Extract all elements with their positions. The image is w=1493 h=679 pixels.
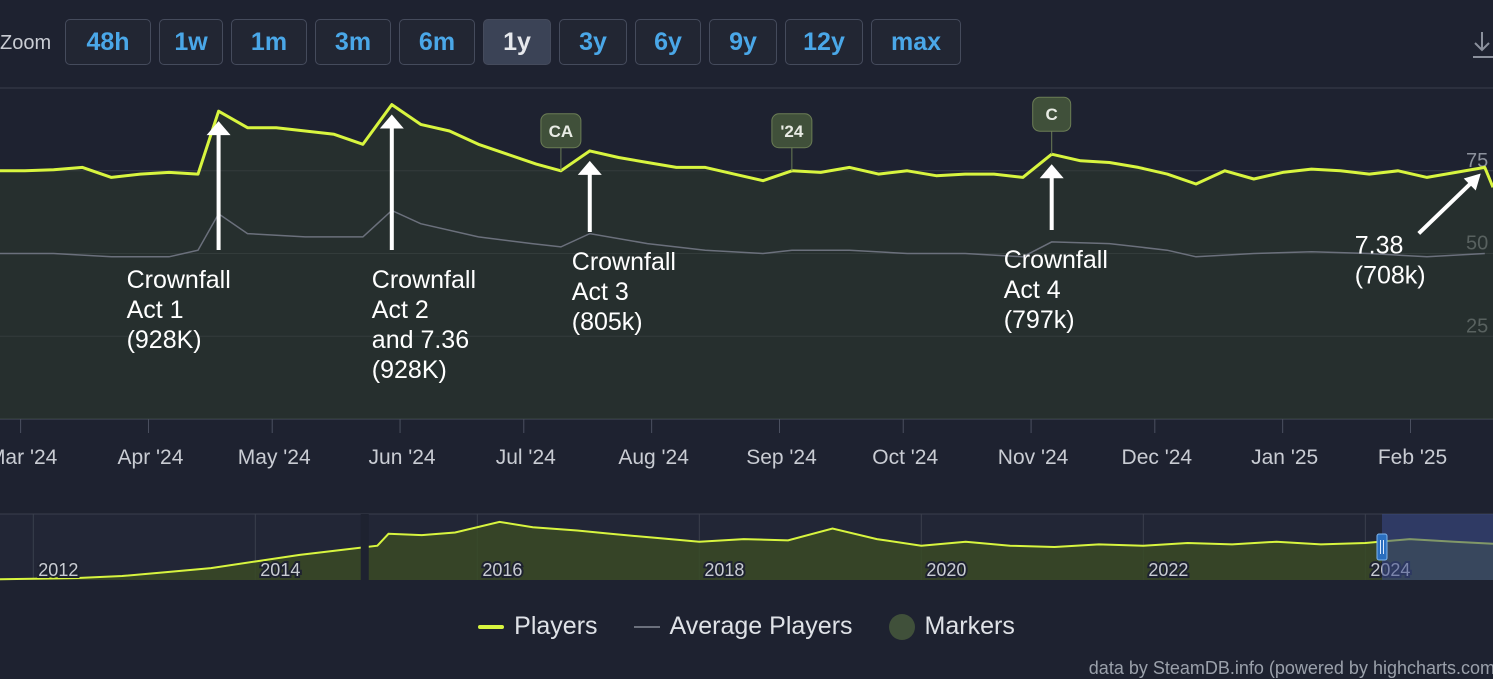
svg-text:2018: 2018 [704, 560, 744, 580]
annotation-text: Crownfall Act 1 (928K) [127, 266, 231, 354]
annotation-arrowhead [1039, 164, 1064, 179]
marker-flag [771, 113, 813, 149]
annotation-2: Crownfall Act 2 and 7.36 (928K) [372, 114, 476, 384]
navigator-year-label: 2018 [704, 560, 744, 580]
average-line-icon [633, 625, 660, 628]
x-tick-label: Jan '25 [1251, 446, 1318, 469]
legend-item-players[interactable]: Players [478, 612, 598, 641]
annotation-text: Crownfall Act 2 and 7.36 (928K) [372, 266, 476, 384]
annotation-arrowhead [1463, 173, 1481, 191]
annotation-line: and 7.36 [372, 326, 469, 354]
legend-label-players: Players [514, 612, 598, 640]
zoom-button-6y[interactable]: 6y [635, 19, 701, 65]
svg-text:2014: 2014 [260, 560, 300, 580]
annotation-line: Crownfall [572, 248, 676, 276]
x-tick-label: Nov '24 [998, 446, 1069, 469]
chart-legend: Players Average Players Markers [0, 612, 1493, 641]
x-tick-label: Sep '24 [746, 446, 817, 469]
annotation-3: Crownfall Act 3 (805k) [572, 160, 676, 336]
marker-label: '24 [780, 122, 803, 141]
x-tick-label: Feb '25 [1378, 446, 1447, 469]
x-tick-label: Oct '24 [872, 446, 938, 469]
legend-label-markers: Markers [924, 612, 1015, 640]
annotation-line: Crownfall [127, 266, 231, 294]
annotation-arrowhead [577, 160, 602, 175]
annotation-text: 7.38 (708k) [1355, 231, 1426, 289]
marker-flag [1032, 96, 1072, 132]
navigator-year-label: 2016 [482, 560, 522, 580]
zoom-label: Zoom [0, 32, 52, 54]
x-tick-label: Jul '24 [496, 446, 556, 469]
annotation-text: Crownfall Act 4 (797k) [1004, 246, 1108, 334]
annotation-arrow [1417, 179, 1475, 235]
zoom-button-1m[interactable]: 1m [231, 19, 307, 65]
annotation-line: Act 3 [572, 278, 629, 306]
svg-text:2020: 2020 [926, 560, 966, 580]
average-players-line [0, 209, 1485, 258]
navigator-line [0, 520, 1493, 581]
navigator-selection[interactable] [1381, 514, 1493, 580]
x-tick-label: Apr '24 [118, 446, 184, 469]
navigator-handle[interactable] [1376, 533, 1388, 561]
x-tick-label: Mar '24 [0, 446, 58, 469]
navigator-year-label: 2020 [926, 560, 966, 580]
svg-text:2016: 2016 [482, 560, 522, 580]
annotation-arrowhead [379, 114, 404, 129]
x-tick-label: Jun '24 [369, 446, 436, 469]
zoom-button-6m[interactable]: 6m [399, 19, 475, 65]
zoom-button-9y[interactable]: 9y [709, 19, 777, 65]
zoom-button-12y[interactable]: 12y [785, 19, 863, 65]
legend-label-average: Average Players [669, 612, 853, 640]
marker-flag [540, 113, 582, 149]
zoom-button-1w[interactable]: 1w [159, 19, 223, 65]
marker-dot-icon [888, 613, 915, 640]
svg-text:2022: 2022 [1148, 560, 1188, 580]
zoom-button-3m[interactable]: 3m [315, 19, 391, 65]
annotation-5: 7.38 (708k) [1355, 173, 1481, 289]
players-area [0, 104, 1493, 419]
annotation-line: 7.38 [1355, 231, 1404, 259]
navigator-data-gap [360, 514, 369, 580]
marker-label: C [1046, 105, 1058, 124]
annotation-line: (708k) [1355, 261, 1426, 289]
annotation-line: Crownfall [1004, 246, 1108, 274]
players-line-icon [478, 624, 505, 629]
x-tick-label: Dec '24 [1122, 446, 1193, 469]
x-tick-label: Aug '24 [618, 446, 689, 469]
zoom-button-3y[interactable]: 3y [559, 19, 627, 65]
annotation-line: (928K) [127, 326, 202, 354]
annotation-line: Act 1 [127, 296, 184, 324]
zoom-button-48h[interactable]: 48h [65, 19, 151, 65]
navigator-year-label: 2012 [38, 560, 78, 580]
annotation-line: (928K) [372, 356, 447, 384]
annotation-line: Crownfall [372, 266, 476, 294]
zoom-button-max[interactable]: max [871, 19, 961, 65]
zoom-button-1y[interactable]: 1y [483, 19, 551, 65]
annotation-1: Crownfall Act 1 (928K) [127, 121, 231, 354]
svg-text:2012: 2012 [38, 560, 78, 580]
annotation-line: (805k) [572, 308, 643, 336]
annotation-line: (797k) [1004, 306, 1075, 334]
navigator-year-label: 2014 [260, 560, 300, 580]
navigator-year-label: 2022 [1148, 560, 1188, 580]
players-line [0, 103, 1493, 188]
annotation-text: Crownfall Act 3 (805k) [572, 248, 676, 336]
legend-item-markers[interactable]: Markers [888, 612, 1015, 641]
legend-item-average[interactable]: Average Players [633, 612, 853, 641]
x-tick-label: May '24 [238, 446, 311, 469]
navigator-area [0, 521, 1493, 580]
marker-label: CA [549, 122, 574, 141]
annotation-arrowhead [206, 121, 231, 136]
download-icon[interactable] [1471, 30, 1493, 60]
annotation-4: Crownfall Act 4 (797k) [1004, 164, 1108, 334]
annotation-line: Act 4 [1004, 276, 1061, 304]
annotation-line: Act 2 [372, 296, 429, 324]
chart-credits[interactable]: data by SteamDB.info (powered by highcha… [1088, 658, 1493, 678]
